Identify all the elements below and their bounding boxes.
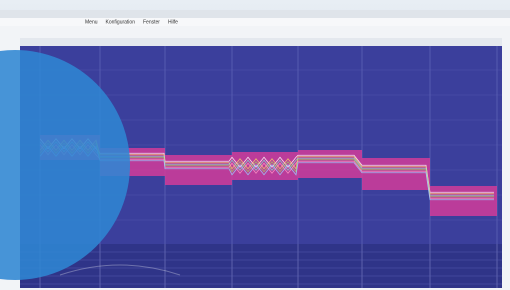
band [298,150,362,178]
chart-header [20,38,502,46]
menu-item: Fenster [143,19,160,25]
band [430,186,497,216]
screenshot: Menu Konfiguration Fenster Hilfe [0,0,510,290]
menu-item: Hilfe [168,19,178,25]
band [362,158,430,190]
band [165,155,232,185]
menu-bar [0,18,510,26]
title-bar [0,10,510,18]
menu-item: Konfiguration [106,19,136,25]
page: MenuKonfigurationFensterHilfe (() => { c… [0,0,510,290]
band [232,152,298,180]
menu-item: Menu [85,19,98,25]
data-table [20,244,502,288]
